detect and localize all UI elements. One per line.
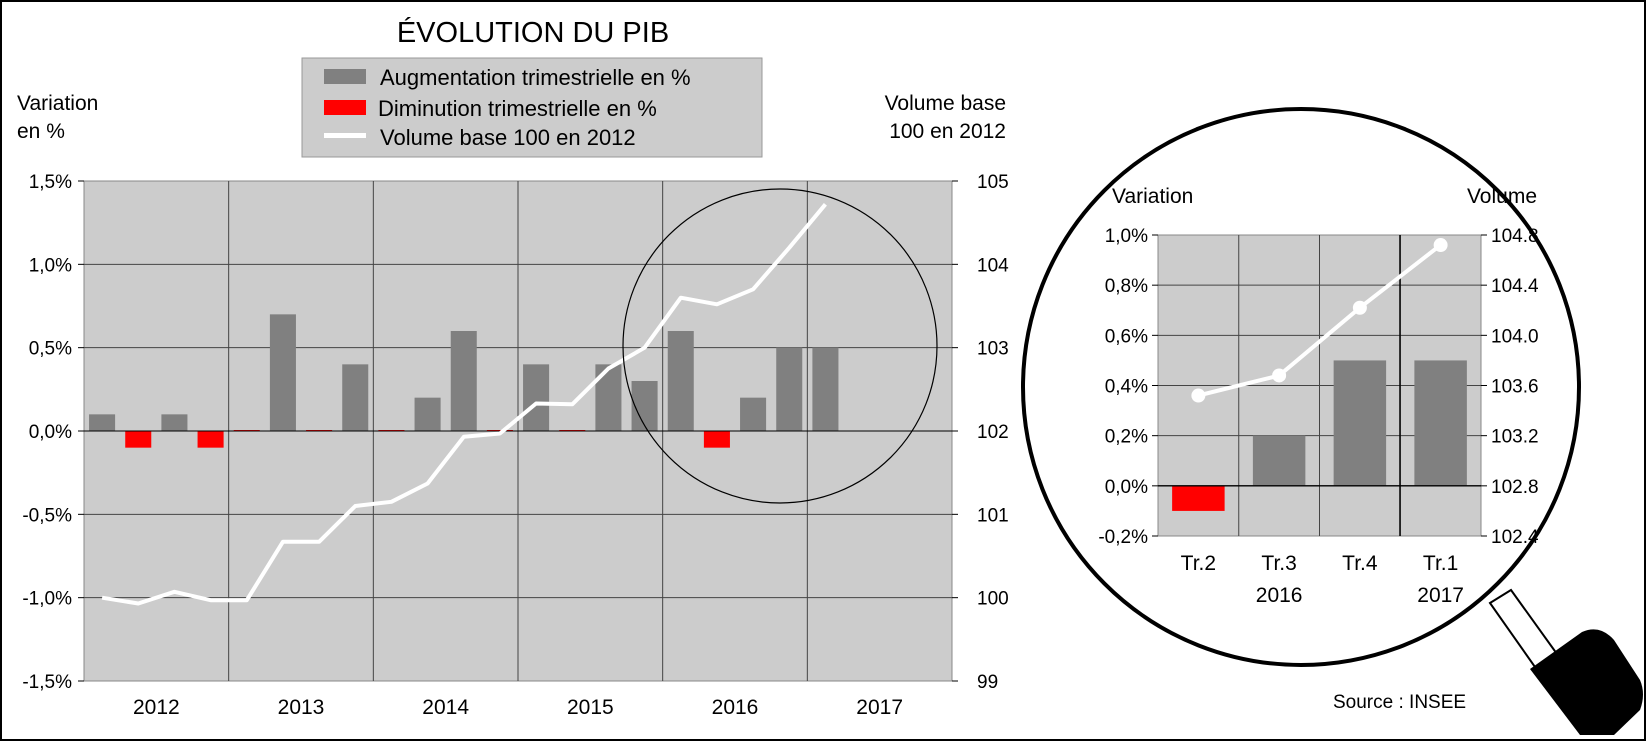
magnifier-handle-grip xyxy=(1530,629,1643,735)
main-bar-quarter xyxy=(125,431,152,448)
zoom-bar-quarter xyxy=(1333,360,1387,486)
zoom-bar-quarter xyxy=(1252,435,1306,486)
zoom-left-tick-label: 0,4% xyxy=(1105,377,1148,398)
zoom-right-tick-label: 103.2 xyxy=(1491,427,1539,448)
legend-box xyxy=(301,57,763,158)
zoom-category-year-label: 2017 xyxy=(1417,584,1464,607)
zoom-right-tick-label: 104.4 xyxy=(1491,276,1539,297)
main-bar-quarter xyxy=(414,397,441,431)
legend-label-increase: Augmentation trimestrielle en % xyxy=(380,65,691,90)
zoom-right-tick-label: 102.4 xyxy=(1491,527,1539,548)
main-right-tick-label: 104 xyxy=(977,255,1009,276)
main-right-tick-label: 105 xyxy=(977,172,1009,193)
magnifier-circle xyxy=(622,188,938,504)
main-bar-quarter xyxy=(740,397,767,431)
main-right-tick-label: 103 xyxy=(977,339,1009,360)
legend-swatch-decrease xyxy=(324,100,366,115)
legend-label-decrease: Diminution trimestrielle en % xyxy=(378,96,657,121)
main-left-tick-label: -1,0% xyxy=(22,589,72,610)
right-axis-title-line2: 100 en 2012 xyxy=(889,120,1006,143)
zoom-left-tick-label: 0,6% xyxy=(1105,326,1148,347)
zoom-volume-line xyxy=(1197,243,1442,398)
zoom-category-label: Tr.2 xyxy=(1181,552,1216,575)
main-bar-quarter xyxy=(667,331,694,431)
main-chart: 1,5% 1,0% 0,5% 0,0% -0,5% -1,0% -1,5% 105 104 10… xyxy=(22,172,1009,719)
left-axis-title-line1: Variation xyxy=(17,92,98,115)
zoom-category-label: Tr.1 xyxy=(1423,552,1458,575)
zoom-left-tick-label: -0,2% xyxy=(1098,527,1148,548)
main-right-tick-label: 99 xyxy=(977,672,998,693)
legend-swatch-volume xyxy=(324,133,366,138)
main-bar-quarter xyxy=(197,431,224,448)
main-year-label: 2015 xyxy=(567,696,614,719)
main-right-tick-label: 102 xyxy=(977,422,1009,443)
zoom-right-tick-label: 104.0 xyxy=(1491,326,1539,347)
main-year-label: 2013 xyxy=(278,696,325,719)
main-bar-quarter xyxy=(161,414,188,431)
main-bar-quarter xyxy=(703,431,730,448)
main-left-tick-label: 1,0% xyxy=(29,255,72,276)
zoom-left-axis-title: Variation xyxy=(1112,185,1193,208)
left-axis-title-line2: en % xyxy=(17,120,65,143)
main-left-tick-label: 1,5% xyxy=(29,172,72,193)
zoom-left-tick-label: 0,2% xyxy=(1105,427,1148,448)
zoom-right-tick-label: 104.8 xyxy=(1491,226,1539,247)
main-volume-line xyxy=(101,203,827,606)
main-bar-quarter xyxy=(450,331,477,431)
zoom-category-label: Tr.4 xyxy=(1342,552,1378,575)
zoom-right-axis-title: Volume xyxy=(1467,185,1537,208)
zoom-left-tick-label: 1,0% xyxy=(1105,226,1148,247)
main-bar-quarter xyxy=(269,314,296,431)
main-left-tick-label: -1,5% xyxy=(22,672,72,693)
zoom-right-tick-label: 102.8 xyxy=(1491,477,1539,498)
legend-label-volume: Volume base 100 en 2012 xyxy=(380,125,636,150)
main-bar-quarter xyxy=(812,347,839,431)
main-left-tick-label: 0,0% xyxy=(29,422,72,443)
zoom-category-label: Tr.3 xyxy=(1261,552,1296,575)
main-bar-quarter xyxy=(342,364,369,431)
zoom-volume-marker xyxy=(1433,238,1448,253)
zoom-volume-marker xyxy=(1272,368,1287,383)
main-bar-quarter xyxy=(523,364,550,431)
chart-title: ÉVOLUTION DU PIB xyxy=(397,16,669,49)
zoom-category-year-label: 2016 xyxy=(1256,584,1303,607)
main-right-tick-label: 101 xyxy=(977,505,1009,526)
zoom-bar-quarter xyxy=(1414,360,1467,486)
main-year-label: 2016 xyxy=(712,696,759,719)
main-bar-quarter xyxy=(776,347,803,431)
zoom-volume-marker xyxy=(1352,300,1367,315)
source-note: Source : INSEE xyxy=(1333,692,1466,713)
main-year-label: 2017 xyxy=(856,696,903,719)
zoom-chart: Variation Volume 1,0% 0,8% 0,6% 0,4% 0,2% 0,0… xyxy=(1098,185,1539,607)
main-left-tick-label: -0,5% xyxy=(22,505,72,526)
main-left-tick-label: 0,5% xyxy=(29,339,72,360)
zoom-right-tick-label: 103.6 xyxy=(1491,377,1539,398)
legend-swatch-increase xyxy=(324,69,366,84)
zoom-left-tick-label: 0,8% xyxy=(1105,276,1148,297)
legend: Augmentation trimestrielle en % Diminuti… xyxy=(301,57,763,158)
main-year-label: 2012 xyxy=(133,696,180,719)
zoom-bar-quarter xyxy=(1172,485,1225,511)
main-right-tick-label: 100 xyxy=(977,589,1009,610)
right-axis-title-line1: Volume base xyxy=(885,92,1006,115)
main-bar-quarter xyxy=(631,381,658,431)
main-bar-quarter xyxy=(89,414,116,431)
zoom-volume-marker xyxy=(1191,388,1206,403)
main-year-label: 2014 xyxy=(422,696,469,719)
zoom-left-tick-label: 0,0% xyxy=(1105,477,1148,498)
main-bar-quarter xyxy=(595,364,622,431)
